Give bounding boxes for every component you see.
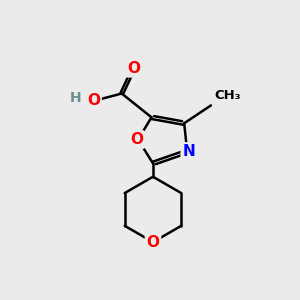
Text: H: H [70,91,82,105]
Text: O: O [127,61,140,76]
Text: CH₃: CH₃ [214,89,240,102]
Text: N: N [182,144,195,159]
Text: O: O [87,94,100,109]
Text: O: O [130,132,143,147]
Text: O: O [146,235,160,250]
